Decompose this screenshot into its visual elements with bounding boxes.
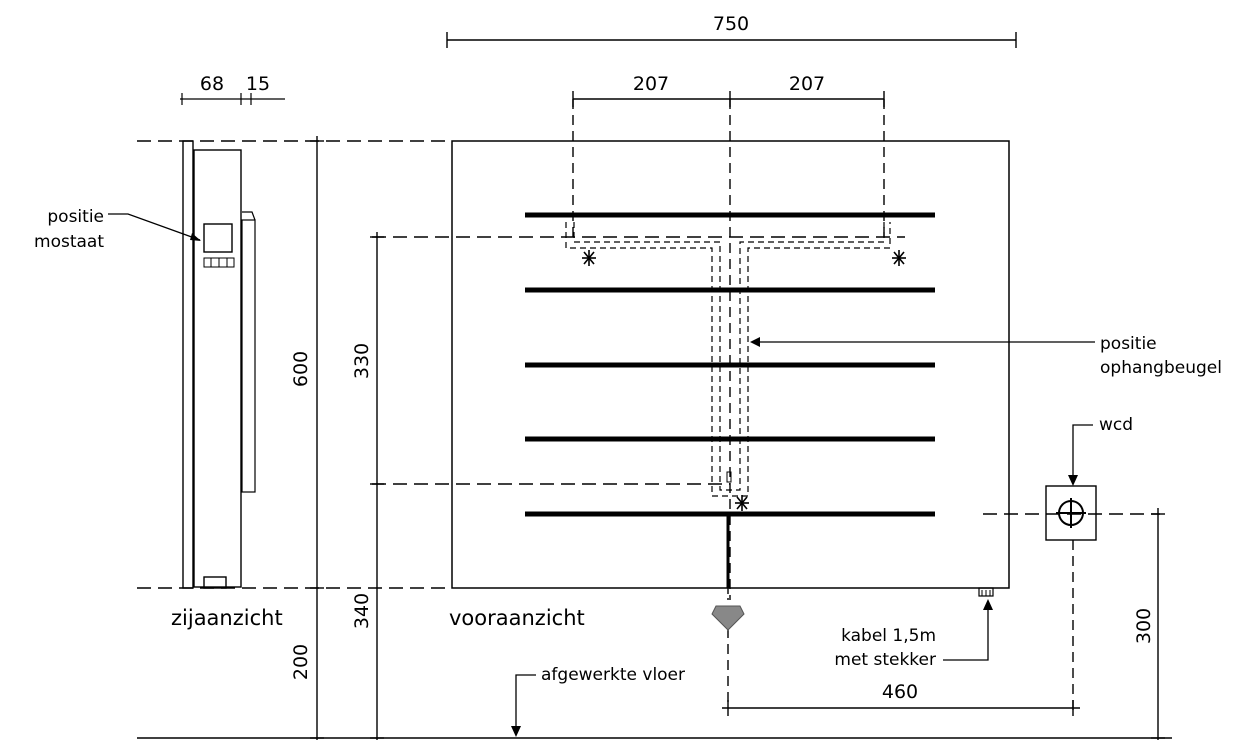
bracket-fixings — [582, 250, 906, 511]
dimension-750: 750 — [446, 13, 1017, 48]
dimension-600-text: 600 — [290, 351, 312, 387]
bracket-label: positie ophangbeugel — [750, 334, 1222, 378]
dimension-300-text: 300 — [1133, 608, 1155, 644]
socket-label-text: wcd — [1099, 415, 1133, 435]
thermostat-label-line1: positie — [47, 207, 104, 227]
dimension-207-left-text: 207 — [633, 73, 669, 95]
thermostat-label: positie mostaat — [34, 207, 201, 252]
side-view-title: zijaanzicht — [171, 606, 283, 630]
dimension-460: 460 — [722, 681, 1080, 716]
cable-label-line1: kabel 1,5m — [841, 626, 936, 646]
dimension-207-right-text: 207 — [789, 73, 825, 95]
front-view-radiator — [451, 140, 1010, 589]
side-view-dimensions: 68 15 — [180, 73, 285, 105]
dimension-750-text: 750 — [713, 13, 749, 35]
dimension-330: 330 340 — [351, 232, 384, 740]
dimension-460-text: 460 — [882, 681, 918, 703]
dimension-68-text: 68 — [200, 73, 224, 95]
dimension-15-text: 15 — [246, 73, 270, 95]
dimension-300: 300 — [1133, 508, 1165, 740]
cable-label-line2: met stekker — [834, 650, 936, 670]
socket: wcd — [1045, 415, 1133, 710]
centre-line — [711, 514, 745, 705]
thermostat-display — [203, 223, 233, 253]
centre-marker-icon — [711, 605, 745, 631]
front-view-title: vooraanzicht — [449, 606, 585, 630]
dimension-330-text: 330 — [351, 343, 373, 379]
dimension-340-text: 340 — [351, 593, 373, 629]
dimension-600: 600 200 — [290, 136, 324, 740]
floor-label: afgewerkte vloer — [511, 665, 685, 737]
cable-plug: kabel 1,5m met stekker — [834, 587, 994, 670]
thermostat-label-line2: mostaat — [34, 232, 104, 252]
bracket-label-line2: ophangbeugel — [1100, 358, 1222, 378]
dimension-200-text: 200 — [290, 644, 312, 680]
bracket-label-line1: positie — [1100, 334, 1157, 354]
side-connector — [203, 576, 227, 589]
dimension-207-left: 207 207 — [572, 73, 885, 107]
floor-label-text: afgewerkte vloer — [541, 665, 685, 685]
hanging-bracket — [565, 222, 891, 497]
side-view-radiator — [182, 140, 256, 589]
